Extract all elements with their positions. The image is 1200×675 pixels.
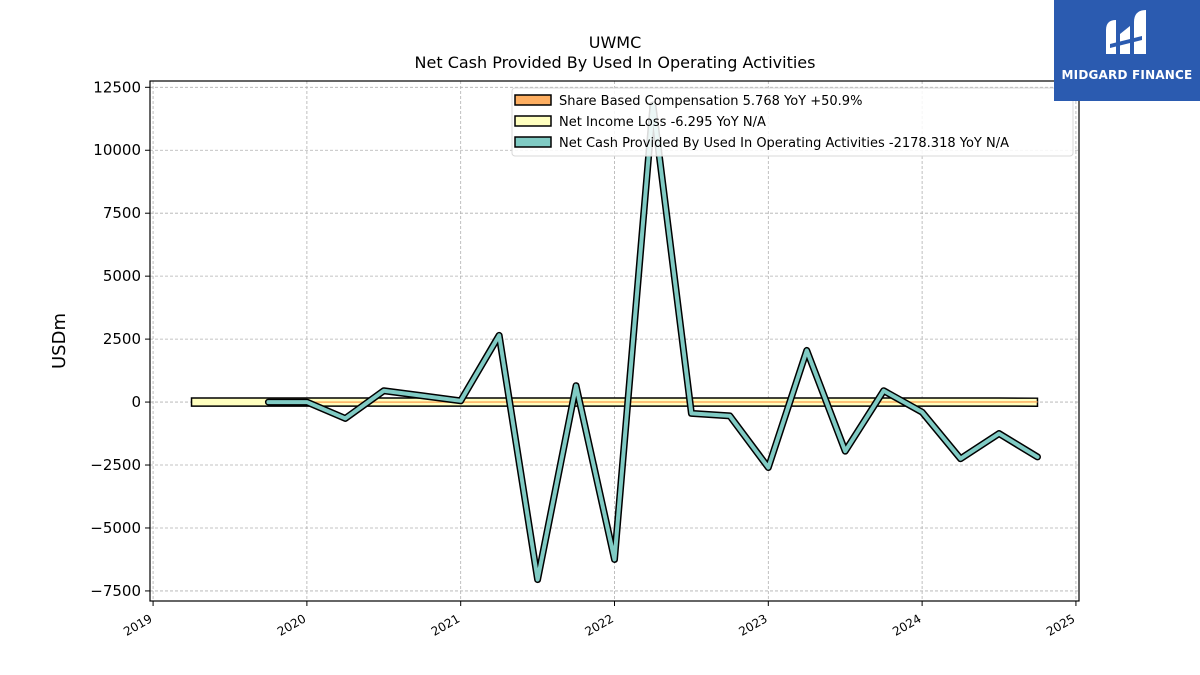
y-tick-label: 10000 xyxy=(93,141,141,159)
y-tick-label: 2500 xyxy=(103,330,141,348)
y-tick-label: −2500 xyxy=(90,456,141,474)
net-cash-point xyxy=(537,579,539,581)
net-cash-point xyxy=(729,415,731,417)
net-cash-point xyxy=(921,411,923,413)
net-cash-point xyxy=(690,412,692,414)
brand-logo: MIDGARD FINANCE xyxy=(1054,0,1200,101)
x-tick-label: 2023 xyxy=(736,611,769,638)
net-cash-point xyxy=(998,433,1000,435)
x-tick-label: 2022 xyxy=(583,611,616,638)
legend-label: Net Income Loss -6.295 YoY N/A xyxy=(559,115,766,130)
y-axis-label: USDm xyxy=(49,313,70,369)
net-cash-point xyxy=(383,390,385,392)
legend: Share Based Compensation 5.768 YoY +50.9… xyxy=(511,87,1074,157)
legend-swatch xyxy=(514,136,552,148)
legend-label: Share Based Compensation 5.768 YoY +50.9… xyxy=(559,94,862,109)
y-tick-label: 5000 xyxy=(103,267,141,285)
legend-label: Net Cash Provided By Used In Operating A… xyxy=(559,136,1009,151)
y-tick-label: 7500 xyxy=(103,204,141,222)
logo-text: MIDGARD FINANCE xyxy=(1061,68,1193,82)
y-tick-label: −5000 xyxy=(90,519,141,537)
net-cash-point xyxy=(267,401,269,403)
x-tick-label: 2024 xyxy=(890,611,923,638)
net-cash-point xyxy=(344,417,346,419)
x-axis: 2019 2020 2021 2022 2023 2024 2025 xyxy=(121,601,1077,639)
chart-title: UWMC xyxy=(589,33,642,52)
grid xyxy=(150,81,1079,601)
y-axis: −7500 −5000 −2500 0 2500 5000 7500 10000 12500 xyxy=(90,78,150,600)
legend-swatch xyxy=(514,94,552,106)
net-cash-point xyxy=(883,390,885,392)
net-cash-point xyxy=(460,400,462,402)
legend-box xyxy=(511,87,1074,157)
net-cash-point xyxy=(575,385,577,387)
x-tick-label: 2020 xyxy=(275,611,308,638)
x-tick-label: 2019 xyxy=(121,611,154,638)
net-cash-point xyxy=(767,467,769,469)
x-tick-label: 2021 xyxy=(429,611,462,638)
y-tick-label: 0 xyxy=(131,393,141,411)
chart-subtitle: Net Cash Provided By Used In Operating A… xyxy=(415,53,816,72)
logo-mark-icon xyxy=(1106,10,1146,54)
net-cash-point xyxy=(421,395,423,397)
net-cash-point xyxy=(1036,456,1038,458)
net-cash-point xyxy=(806,349,808,351)
net-cash-point xyxy=(498,334,500,336)
y-tick-label: 12500 xyxy=(93,78,141,96)
y-tick-label: −7500 xyxy=(90,582,141,600)
net-cash-point xyxy=(844,450,846,452)
net-cash-point xyxy=(306,401,308,403)
x-tick-label: 2025 xyxy=(1044,611,1077,638)
net-cash-point xyxy=(614,558,615,560)
net-cash-point xyxy=(960,458,962,460)
legend-swatch xyxy=(514,115,552,127)
